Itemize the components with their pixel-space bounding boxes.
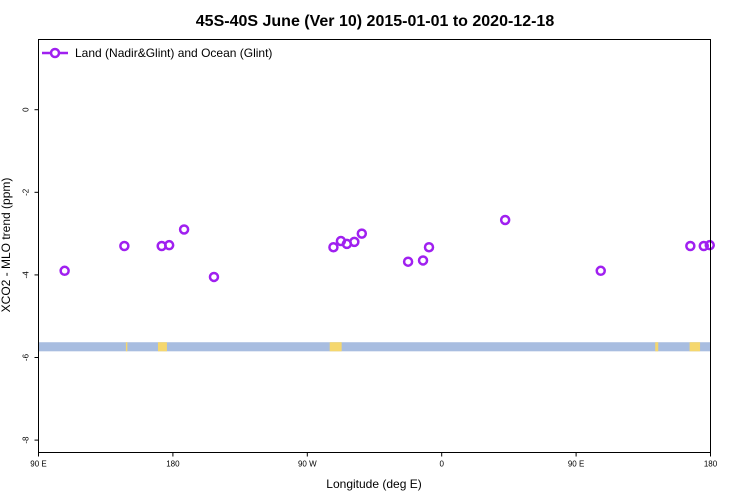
legend-marker [49,47,61,59]
axes: 90 E 180 90 W 0 90 E 180 0 -2 -4 -6 -8 [22,39,718,469]
land-span [689,342,701,352]
y-tick-label: -8 [22,436,31,444]
x-tick-label: 180 [166,460,180,469]
ocean-band [38,342,711,352]
data-point [499,214,511,226]
legend-label: Land (Nadir&Glint) and Ocean (Glint) [75,46,272,60]
plot-frame [38,39,711,453]
x-tick-label: 180 [704,460,718,469]
x-axis-label: Longitude (deg E) [326,477,421,491]
data-points [59,214,716,283]
data-point [417,255,429,266]
x-tick-label: 90 W [298,460,317,469]
data-point [698,240,710,252]
y-tick-label: -2 [22,188,31,196]
y-tick-label: 0 [22,107,31,112]
data-point [328,241,339,253]
data-point [704,239,716,251]
data-point [595,265,606,277]
x-tick-label: 90 E [30,460,46,469]
data-point [402,256,414,267]
land-span [125,342,128,352]
y-axis-label: XCO2 - MLO trend (ppm) [0,178,13,313]
x-tick-label: 0 [439,460,444,469]
data-point [685,240,696,252]
data-point [178,224,190,235]
land-span [655,342,659,352]
data-point [119,240,130,252]
map-strip [38,342,711,352]
land-span [329,342,342,352]
y-tick-label: -4 [22,271,31,279]
data-point [163,239,175,251]
y-tick-label: -6 [22,353,31,361]
data-point [349,236,360,248]
legend: Land (Nadir&Glint) and Ocean (Glint) [42,46,272,60]
land-span [157,342,167,352]
data-point [208,271,220,283]
chart-title: 45S-40S June (Ver 10) 2015-01-01 to 2020… [196,13,555,30]
data-point [356,228,368,239]
x-tick-label: 90 E [568,460,584,469]
data-point [59,265,70,277]
data-point [423,241,435,253]
